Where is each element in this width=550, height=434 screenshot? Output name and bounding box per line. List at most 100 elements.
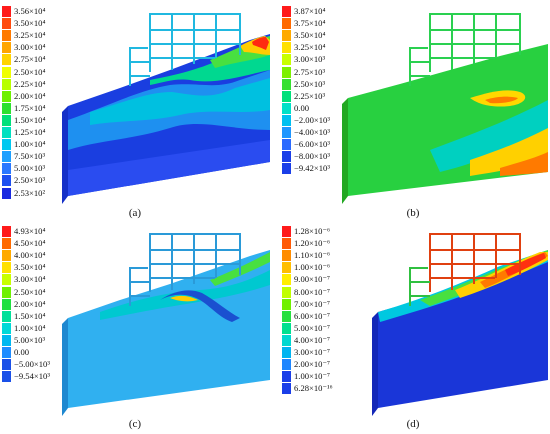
- legend-entry: 3.87×10⁴: [282, 6, 325, 17]
- legend-swatch: [282, 250, 291, 262]
- legend-swatch: [2, 102, 11, 114]
- legend-label: 3.25×10⁴: [14, 30, 46, 41]
- frame-a: [129, 13, 241, 86]
- legend-swatch: [2, 127, 11, 138]
- legend-entry: 6.28×10⁻¹⁶: [282, 383, 333, 395]
- legend-entry: 4.00×10⁻⁷: [282, 334, 330, 346]
- legend-swatch: [2, 18, 11, 30]
- legend-swatch: [2, 139, 11, 151]
- legend-entry: −8.00×10³: [282, 151, 330, 163]
- legend-entry: 1.28×10⁻⁶: [282, 226, 330, 237]
- legend-entry: 2.50×10³: [2, 175, 45, 187]
- caption-d: (d): [406, 418, 420, 430]
- legend-entry: 0.00: [282, 102, 310, 114]
- frame-d: [429, 233, 521, 292]
- legend-swatch: [2, 359, 11, 371]
- legend-entry: 9.00×10⁻⁷: [282, 274, 330, 286]
- legend-entry: 3.75×10⁴: [282, 18, 325, 30]
- legend-entry: −5.00×10³: [2, 359, 50, 371]
- legend-label: 2.25×10⁴: [14, 78, 46, 89]
- legend-entry: 2.00×10⁴: [2, 90, 45, 102]
- legend-swatch: [2, 114, 11, 126]
- legend-swatch: [282, 6, 291, 17]
- legend-label: −4.00×10³: [294, 127, 330, 137]
- legend-swatch: [2, 274, 11, 286]
- legend-label: −2.00×10³: [294, 114, 330, 125]
- legend-entry: 1.00×10⁴: [2, 139, 45, 151]
- legend-entry: −9.42×10³: [282, 163, 330, 175]
- legend-label: 3.50×10⁴: [14, 18, 46, 29]
- legend-entry: 1.00×10⁻⁶: [282, 262, 331, 274]
- legend-entry: 3.00×10⁴: [2, 274, 45, 286]
- frame-d-left: [409, 267, 430, 306]
- legend-entry: 3.00×10⁴: [2, 42, 46, 54]
- legend-entry: 3.50×10⁴: [2, 262, 46, 274]
- legend-entry: 1.00×10⁴: [2, 322, 46, 334]
- legend-swatch: [282, 151, 291, 163]
- legend-swatch: [282, 383, 291, 395]
- legend-label: −9.54×10³: [14, 371, 50, 382]
- legend-label: −8.00×10³: [294, 151, 330, 162]
- legend-label: 2.53×10²: [14, 187, 46, 198]
- legend-swatch: [282, 139, 291, 151]
- legend-swatch: [282, 286, 291, 298]
- legend-label: 0.00: [14, 347, 30, 357]
- legend-label: 1.00×10⁻⁶: [294, 262, 331, 273]
- caption-b: (b): [406, 207, 420, 219]
- legend-label: 5.00×10⁻⁷: [294, 322, 331, 333]
- legend-swatch: [2, 163, 11, 175]
- legend-label: 4.00×10⁴: [14, 250, 46, 261]
- legend-entry: 2.53×10²: [2, 187, 46, 199]
- legend-swatch: [282, 30, 291, 42]
- legend-label: 2.00×10⁻⁷: [294, 359, 331, 370]
- legend-swatch: [282, 310, 291, 322]
- legend-swatch: [282, 78, 291, 90]
- legend-swatch: [282, 42, 291, 54]
- legend-label: 2.75×10³: [294, 66, 326, 77]
- legend-label: 3.00×10³: [294, 54, 326, 65]
- legend-entry: 7.00×10⁻⁷: [282, 298, 331, 310]
- legend-label: 1.25×10⁴: [14, 127, 46, 137]
- legend-entry: 1.20×10⁻⁶: [282, 238, 330, 250]
- legend-label: 7.00×10⁻⁷: [294, 298, 331, 309]
- legend-swatch: [282, 359, 291, 371]
- legend-swatch: [2, 90, 11, 102]
- legend-label: 5.00×10³: [14, 334, 46, 345]
- legend-label: −5.00×10³: [14, 359, 50, 370]
- legend-label: 0.00: [294, 102, 310, 113]
- legend-label: −6.00×10³: [294, 139, 330, 150]
- legend-entry: 2.50×10⁴: [2, 286, 45, 298]
- legend-label: 1.50×10⁴: [14, 114, 46, 125]
- legend-swatch: [2, 347, 11, 358]
- legend-entry: 4.93×10⁴: [2, 226, 45, 237]
- legend-swatch: [282, 163, 291, 175]
- legend-swatch: [282, 54, 291, 66]
- legend-label: 6.28×10⁻¹⁶: [294, 383, 333, 394]
- legend-swatch: [2, 6, 11, 17]
- legend-entry: 2.25×10⁴: [2, 78, 46, 90]
- legend-swatch: [2, 78, 11, 90]
- legend-label: 3.00×10⁴: [14, 42, 46, 53]
- legend-entry: 0.00: [2, 347, 29, 358]
- legend-entry: 3.00×10⁻⁷: [282, 347, 330, 358]
- legend-swatch: [2, 262, 11, 274]
- legend-entry: 5.00×10⁻⁷: [282, 322, 331, 334]
- legend-entry: −2.00×10³: [282, 114, 330, 126]
- legend-entry: 7.50×10³: [2, 151, 46, 163]
- legend-entry: 1.10×10⁻⁶: [282, 250, 331, 262]
- legend-swatch: [282, 114, 291, 126]
- legend-label: 7.50×10³: [14, 151, 46, 162]
- legend-entry: 3.00×10³: [282, 54, 326, 66]
- legend-swatch: [282, 322, 291, 334]
- legend-swatch: [2, 42, 11, 54]
- legend-label: 3.50×10⁴: [14, 262, 46, 273]
- legend-entry: 1.25×10⁴: [2, 127, 45, 138]
- legend-label: 1.00×10⁴: [14, 322, 46, 333]
- legend-swatch: [2, 66, 11, 78]
- legend-label: 4.93×10⁴: [14, 226, 46, 236]
- legend-entry: 2.50×10⁴: [2, 66, 45, 78]
- legend-label: 1.10×10⁻⁶: [294, 250, 331, 261]
- legend-entry: −9.54×10³: [2, 371, 50, 383]
